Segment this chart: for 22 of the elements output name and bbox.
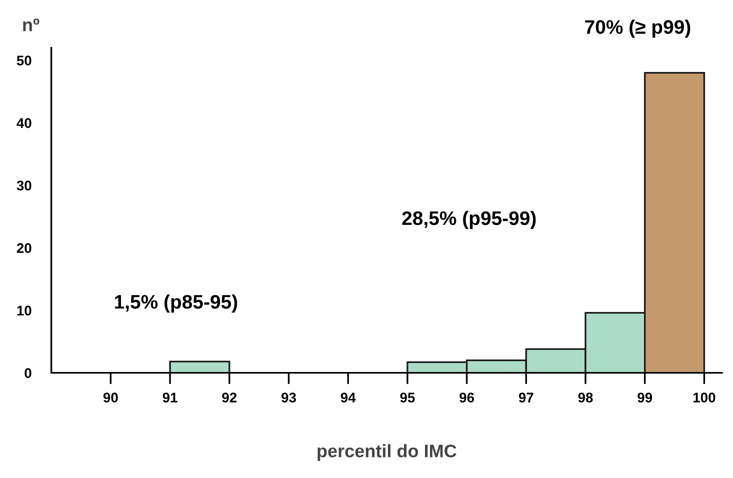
y-tick-label: 0: [24, 368, 32, 378]
x-tick-label: 98: [578, 392, 593, 402]
x-tick-label: 94: [340, 392, 356, 402]
y-tick-label: 50: [16, 56, 32, 66]
y-axis-title: nº: [23, 18, 40, 32]
y-tick-label: 10: [17, 306, 32, 316]
x-tick-label: 91: [162, 392, 178, 402]
annotation: 1,5% (p85-95): [115, 294, 238, 313]
y-tick-label: 20: [16, 243, 32, 253]
y-tick-label: 30: [16, 180, 32, 191]
annotation: 28,5% (p95-99): [402, 210, 536, 229]
x-tick-label: 93: [281, 392, 296, 403]
x-tick-label: 99: [638, 392, 652, 402]
text: 70% (≥ p99): [585, 20, 690, 38]
x-axis-title: percentil do IMC: [318, 444, 456, 461]
x-tick-label: 100: [693, 392, 716, 402]
x-tick-label: 90: [103, 392, 118, 402]
x-tick-label: 92: [222, 392, 237, 402]
x-tick-label: 95: [400, 392, 415, 402]
x-tick-label: 97: [518, 392, 534, 402]
x-tick-label: 96: [460, 392, 474, 402]
y-tick-label: 40: [16, 118, 32, 128]
